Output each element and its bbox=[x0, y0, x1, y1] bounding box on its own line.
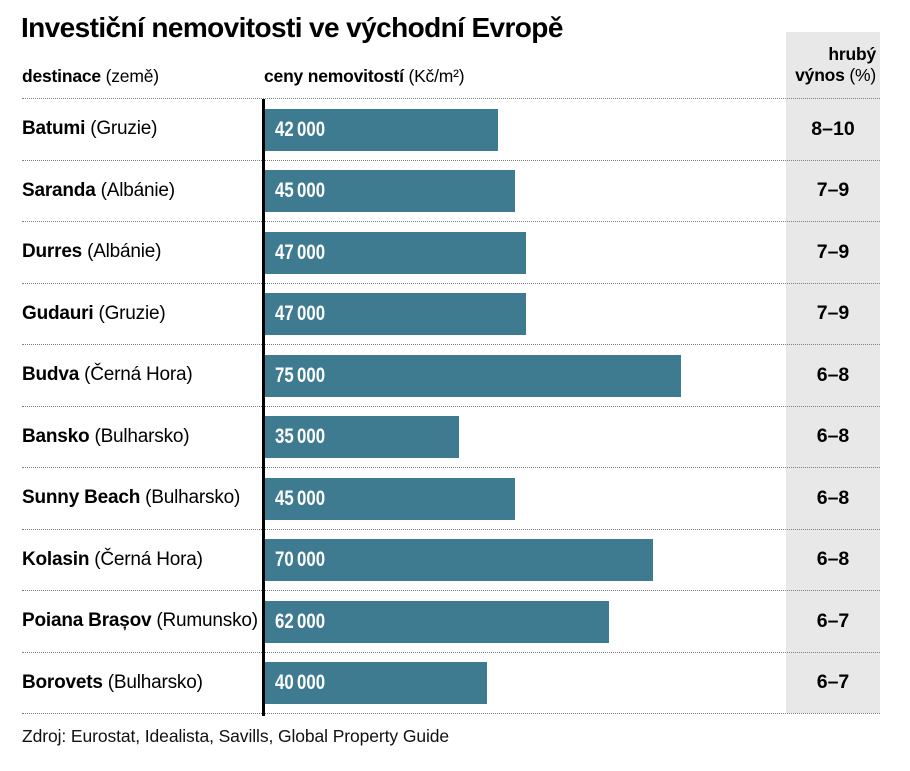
table-row: Saranda (Albánie) 45 000 7–9 bbox=[22, 161, 880, 222]
price-value-label: 42 000 bbox=[275, 117, 326, 141]
table-row: Budva (Černá Hora) 75 000 6–8 bbox=[22, 345, 880, 407]
chart-table: Batumi (Gruzie) 42 000 8–10 Saranda (Albán… bbox=[22, 98, 880, 716]
destination-country: (Bulharsko) bbox=[94, 425, 190, 447]
destination-city: Saranda bbox=[22, 179, 96, 201]
source-note: Zdroj: Eurostat, Idealista, Savills, Glo… bbox=[22, 726, 450, 746]
column-header-price: ceny nemovitostí (Kč/m²) bbox=[264, 66, 465, 87]
table-row: Batumi (Gruzie) 42 000 8–10 bbox=[22, 99, 880, 161]
price-bar: 45 000 bbox=[265, 477, 515, 520]
destination-city: Borovets bbox=[22, 671, 103, 693]
column-header-price-bold: ceny nemovitostí bbox=[264, 66, 404, 86]
table-row: Borovets (Bulharsko) 40 000 6–7 bbox=[22, 653, 880, 714]
destination-country: (Černá Hora) bbox=[84, 364, 193, 386]
destination-label: Poiana Brașov (Rumunsko) bbox=[22, 591, 258, 652]
price-bar: 62 000 bbox=[265, 600, 609, 643]
price-bar: 42 000 bbox=[265, 108, 498, 151]
destination-city: Kolasin bbox=[22, 548, 90, 570]
destination-city: Durres bbox=[22, 241, 83, 263]
destination-country: (Bulharsko) bbox=[107, 671, 203, 693]
destination-city: Sunny Beach bbox=[22, 487, 141, 509]
destination-label: Bansko (Bulharsko) bbox=[22, 407, 190, 468]
column-header-destination-bold: destinace bbox=[22, 66, 101, 86]
column-header-yield-note: (%) bbox=[849, 65, 876, 85]
price-value-label: 70 000 bbox=[275, 548, 326, 571]
destination-city: Budva bbox=[22, 364, 80, 386]
destination-label: Batumi (Gruzie) bbox=[22, 99, 157, 160]
column-header-destination-note: (země) bbox=[105, 66, 159, 86]
destination-country: (Gruzie) bbox=[98, 302, 166, 324]
column-header-destination: destinace (země) bbox=[22, 66, 159, 87]
table-row: Sunny Beach (Bulharsko) 45 000 6–8 bbox=[22, 468, 880, 530]
yield-value: 6–8 bbox=[816, 486, 850, 509]
price-bar: 70 000 bbox=[265, 539, 653, 581]
destination-label: Borovets (Bulharsko) bbox=[22, 653, 203, 714]
price-value-label: 40 000 bbox=[275, 671, 326, 694]
destination-country: (Gruzie) bbox=[90, 118, 158, 140]
price-bar: 47 000 bbox=[265, 293, 526, 335]
price-bar: 35 000 bbox=[265, 416, 459, 458]
destination-country: (Albánie) bbox=[87, 241, 162, 263]
column-header-yield-line1: hrubý bbox=[828, 44, 876, 64]
table-row: Kolasin (Černá Hora) 70 000 6–8 bbox=[22, 530, 880, 591]
price-value-label: 47 000 bbox=[275, 302, 326, 325]
yield-value: 8–10 bbox=[811, 117, 855, 140]
price-bar: 40 000 bbox=[265, 662, 487, 704]
destination-city: Gudauri bbox=[22, 302, 94, 324]
yield-value: 7–9 bbox=[816, 179, 850, 202]
yield-value: 7–9 bbox=[816, 240, 850, 263]
destination-city: Batumi bbox=[22, 118, 86, 140]
destination-label: Saranda (Albánie) bbox=[22, 161, 175, 222]
table-row: Bansko (Bulharsko) 35 000 6–8 bbox=[22, 407, 880, 468]
price-value-label: 62 000 bbox=[275, 609, 326, 633]
destination-label: Kolasin (Černá Hora) bbox=[22, 530, 203, 591]
yield-value: 6–7 bbox=[816, 609, 850, 632]
axis-baseline bbox=[262, 99, 265, 716]
destination-city: Bansko bbox=[22, 425, 90, 447]
destination-country: (Rumunsko) bbox=[156, 610, 258, 632]
price-value-label: 45 000 bbox=[275, 486, 326, 510]
table-row: Durres (Albánie) 47 000 7–9 bbox=[22, 222, 880, 284]
price-value-label: 75 000 bbox=[275, 363, 326, 387]
price-value-label: 45 000 bbox=[275, 179, 326, 202]
column-header-yield-line2: výnos bbox=[795, 65, 845, 85]
yield-value: 7–9 bbox=[816, 302, 850, 325]
price-bar: 45 000 bbox=[265, 170, 515, 212]
price-bar: 47 000 bbox=[265, 231, 526, 274]
destination-city: Poiana Brașov bbox=[22, 610, 152, 632]
destination-country: (Černá Hora) bbox=[94, 548, 203, 570]
yield-value: 6–8 bbox=[816, 425, 850, 448]
yield-value: 6–8 bbox=[816, 363, 850, 386]
yield-column-band bbox=[786, 32, 880, 713]
table-row: Gudauri (Gruzie) 47 000 7–9 bbox=[22, 284, 880, 345]
column-header-yield: hrubý výnos (%) bbox=[786, 44, 876, 86]
price-value-label: 47 000 bbox=[275, 240, 326, 264]
yield-value: 6–8 bbox=[816, 548, 850, 571]
price-bar: 75 000 bbox=[265, 354, 681, 397]
destination-country: (Bulharsko) bbox=[145, 487, 241, 509]
yield-value: 6–7 bbox=[816, 671, 850, 694]
column-header-price-note: (Kč/m²) bbox=[408, 66, 465, 86]
page-title: Investiční nemovitosti ve východní Evrop… bbox=[21, 12, 563, 43]
price-value-label: 35 000 bbox=[275, 425, 326, 448]
destination-label: Gudauri (Gruzie) bbox=[22, 284, 166, 345]
table-row: Poiana Brașov (Rumunsko) 62 000 6–7 bbox=[22, 591, 880, 653]
destination-label: Durres (Albánie) bbox=[22, 222, 162, 283]
destination-country: (Albánie) bbox=[100, 179, 175, 201]
destination-label: Budva (Černá Hora) bbox=[22, 345, 193, 406]
destination-label: Sunny Beach (Bulharsko) bbox=[22, 468, 240, 529]
